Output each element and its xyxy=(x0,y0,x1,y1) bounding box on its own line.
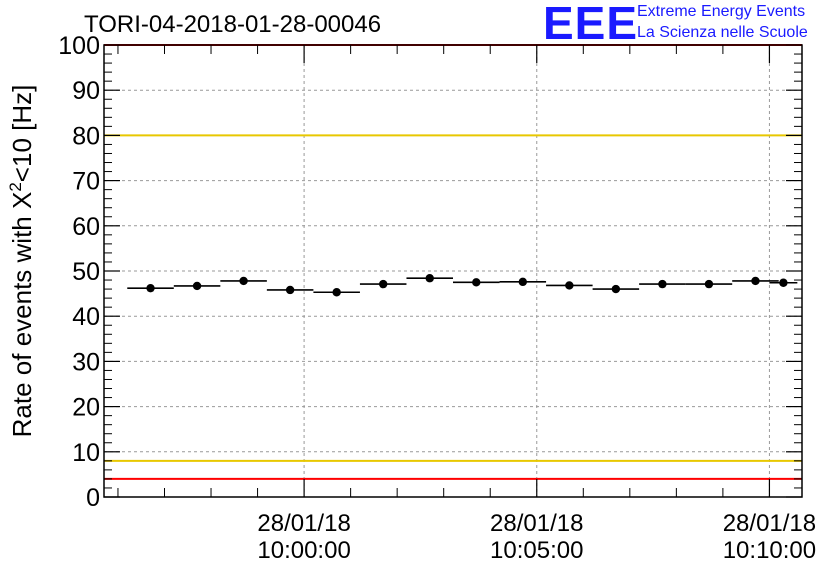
y-tick-label: 30 xyxy=(72,348,100,376)
data-point xyxy=(751,276,760,286)
x-tick-date-label: 28/01/18 xyxy=(257,510,350,537)
x-tick-time-label: 10:00:00 xyxy=(257,537,350,564)
data-point xyxy=(658,279,667,289)
y-tick-label: 50 xyxy=(72,258,100,286)
x-tick-date-label: 28/01/18 xyxy=(490,510,583,537)
y-tick-label: 90 xyxy=(72,77,100,105)
y-tick-label: 80 xyxy=(72,122,100,150)
data-point xyxy=(285,285,295,295)
data-point xyxy=(611,284,621,294)
data-point xyxy=(425,274,434,283)
data-point xyxy=(472,278,481,287)
data-point xyxy=(379,279,388,289)
y-tick-label: 100 xyxy=(58,32,100,60)
y-axis-label-sup: 2 xyxy=(6,182,25,191)
y-tick-label: 60 xyxy=(72,213,100,241)
data-point xyxy=(239,276,248,286)
run-title: TORI-04-2018-01-28-00046 xyxy=(84,11,382,38)
y-axis-label-suffix: <10 [Hz] xyxy=(7,85,37,183)
data-point xyxy=(332,288,341,297)
logo-line-1: Extreme Energy Events xyxy=(637,3,806,20)
axis-labels: 010203040506070809010028/01/1810:00:0028… xyxy=(58,32,816,564)
y-tick-label: 20 xyxy=(72,394,100,422)
axis-ticks xyxy=(104,44,802,498)
data-points xyxy=(127,274,798,297)
x-tick-time-label: 10:10:00 xyxy=(723,537,816,564)
grid-layer xyxy=(104,45,802,497)
data-point xyxy=(565,281,574,290)
y-tick-label: 10 xyxy=(72,439,100,467)
reference-lines xyxy=(104,44,802,480)
data-point xyxy=(779,278,788,287)
y-tick-label: 70 xyxy=(72,168,100,196)
logo-line-2: La Scienza nelle Scuole xyxy=(637,24,808,41)
x-tick-date-label: 28/01/18 xyxy=(723,510,816,537)
y-tick-label: 0 xyxy=(86,484,100,512)
data-point xyxy=(192,281,202,291)
data-point xyxy=(704,279,714,289)
data-point xyxy=(518,277,527,287)
y-axis-label-prefix: Rate of events with X xyxy=(7,192,37,438)
x-tick-time-label: 10:05:00 xyxy=(490,537,583,564)
y-axis-label: Rate of events with X2<10 [Hz] xyxy=(6,85,37,438)
eee-logo: EEE xyxy=(543,0,639,49)
data-point xyxy=(146,283,155,293)
y-tick-label: 40 xyxy=(72,303,100,331)
